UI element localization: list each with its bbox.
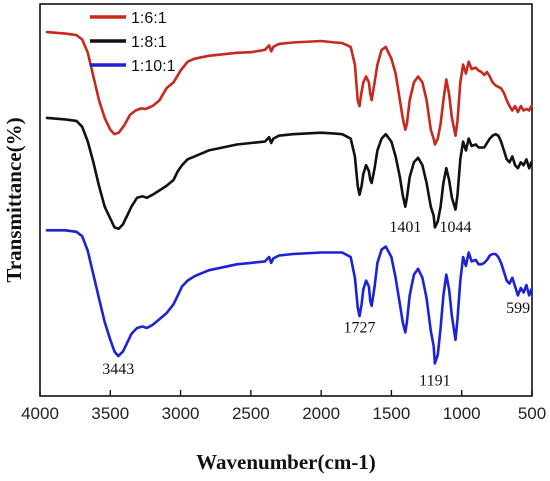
x-tick-label: 500 — [518, 404, 546, 423]
legend: 1:6:1 1:8:1 1:10:1 — [90, 10, 176, 75]
series-line-3 — [45, 229, 533, 365]
x-tick-label: 2000 — [302, 404, 340, 423]
x-tick-label: 2500 — [232, 404, 270, 423]
legend-label-1: 1:6:1 — [131, 10, 167, 27]
x-tick-label: 4000 — [21, 404, 59, 423]
peak-label-1401: 1401 — [389, 219, 421, 236]
peak-label-1191: 1191 — [419, 373, 450, 390]
legend-label-2: 1:8:1 — [131, 34, 167, 51]
peak-label-1727: 1727 — [344, 319, 376, 336]
annotation-layer: 3443 1727 1401 1044 1191 599 — [102, 219, 530, 390]
plot-area: 3443 1727 1401 1044 1191 599 4000 3500 3000 2500… — [21, 3, 546, 423]
x-axis-title: Wavenumber(cm-1) — [196, 450, 376, 474]
plot-frame — [39, 3, 533, 397]
x-axis: 4000 3500 3000 2500 2000 1500 1000 500 — [21, 390, 546, 423]
series-line-2 — [45, 116, 533, 231]
peak-label-1044: 1044 — [440, 219, 472, 236]
peak-label-599: 599 — [506, 300, 530, 317]
x-tick-label: 3500 — [91, 404, 129, 423]
peak-label-3443: 3443 — [102, 361, 134, 378]
series-line-1 — [45, 30, 533, 146]
x-tick-label: 3000 — [162, 404, 200, 423]
legend-label-3: 1:10:1 — [131, 58, 176, 75]
x-tick-label: 1000 — [443, 404, 481, 423]
y-axis-title: Transmittance(%) — [2, 117, 26, 282]
x-tick-label: 1500 — [373, 404, 411, 423]
series-layer — [45, 30, 533, 365]
